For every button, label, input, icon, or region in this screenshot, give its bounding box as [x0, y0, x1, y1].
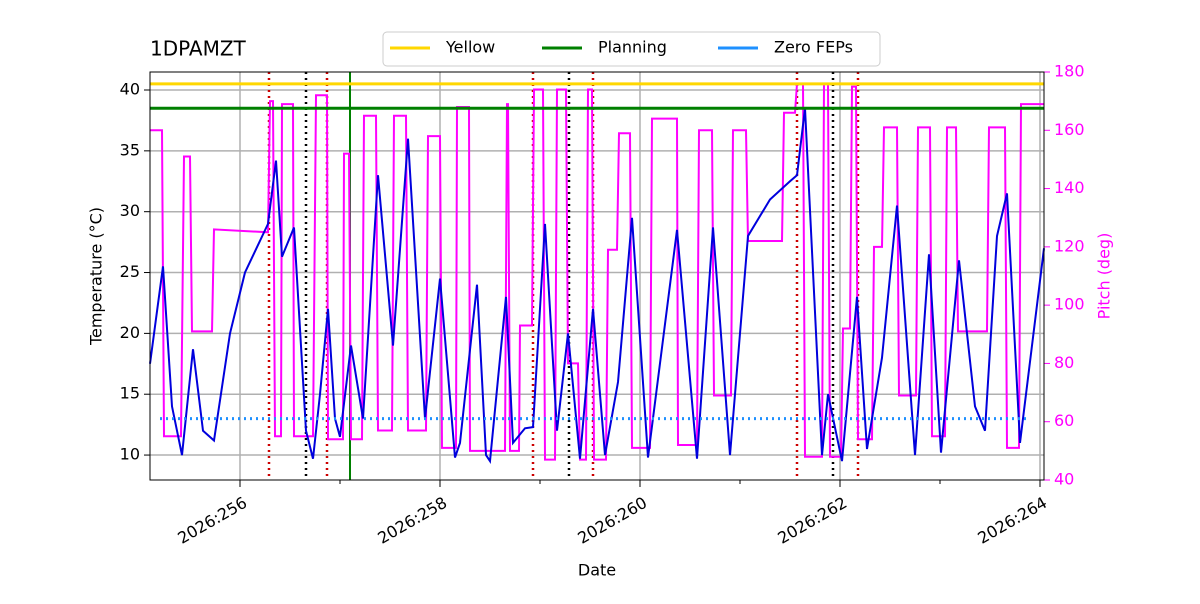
- y-tick-label: 20: [120, 323, 140, 342]
- y-tick-label: 15: [120, 384, 140, 403]
- plot-frame: [149, 71, 1045, 481]
- x-tick-label: 2026:256: [174, 493, 250, 548]
- x-tick-label: 2026:260: [574, 493, 650, 548]
- y-tick-label: 30: [120, 201, 140, 220]
- pitch-line: [150, 82, 1044, 461]
- y-tick-label: 25: [120, 262, 140, 281]
- legend-label: Zero FEPs: [774, 38, 853, 57]
- y-tick-label: 10: [120, 445, 140, 464]
- x-tick-label: 2026:258: [374, 493, 450, 548]
- y2-axis-label: Pitch (deg): [1095, 233, 1114, 320]
- y2-tick-label: 40: [1054, 470, 1074, 489]
- y2-tick-label: 180: [1054, 62, 1085, 81]
- x-tick-label: 2026:262: [774, 493, 850, 548]
- y-axis-label: Temperature (°C): [87, 207, 106, 346]
- temperature-line: [149, 108, 1045, 464]
- y2-tick-label: 140: [1054, 178, 1085, 197]
- legend-box: [382, 31, 881, 67]
- legend-label: Planning: [598, 38, 667, 57]
- chart-title: 1DPAMZT: [150, 37, 247, 61]
- y2-tick-label: 160: [1054, 120, 1085, 139]
- x-axis-label: Date: [578, 561, 616, 580]
- y-tick-label: 35: [120, 140, 140, 159]
- y-tick-label: 40: [120, 80, 140, 99]
- y2-tick-label: 100: [1054, 295, 1085, 314]
- y2-tick-label: 80: [1054, 353, 1074, 372]
- x-tick-label: 2026:264: [974, 493, 1050, 548]
- y2-tick-label: 60: [1054, 411, 1074, 430]
- legend-label: Yellow: [445, 38, 495, 57]
- y2-tick-label: 120: [1054, 236, 1085, 255]
